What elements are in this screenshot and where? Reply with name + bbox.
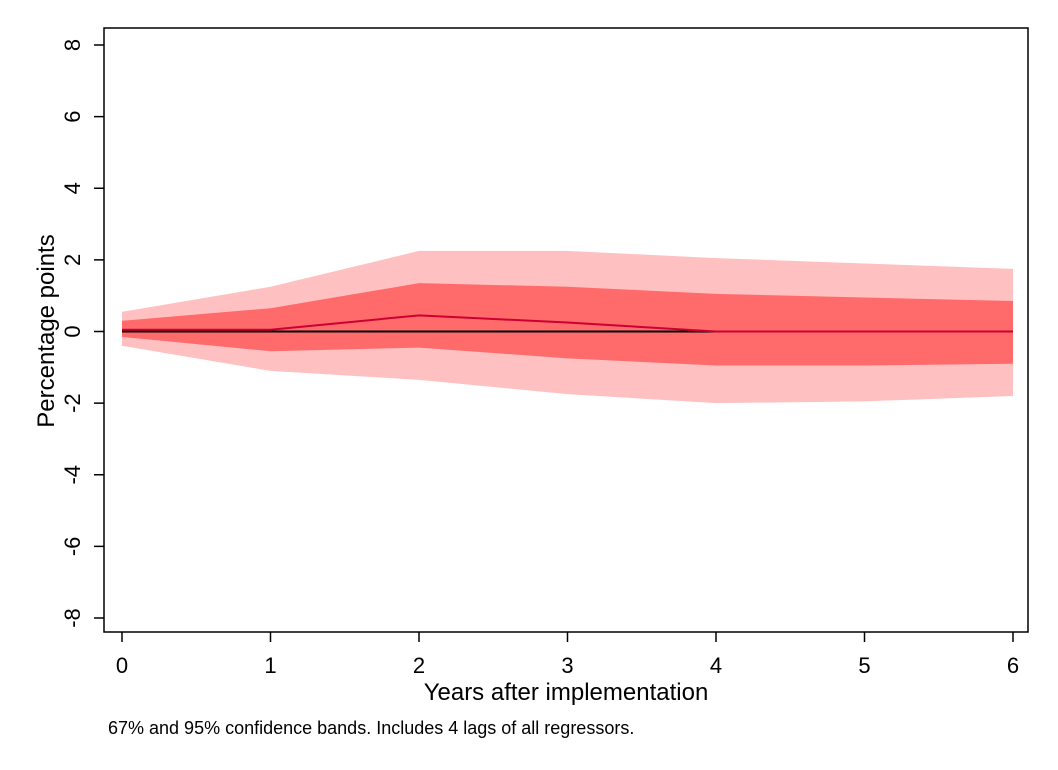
y-axis: -8 -6 -4 -2 0 2 4 6 8	[60, 39, 104, 628]
y-tick-label: 2	[60, 254, 85, 266]
y-tick-label: 6	[60, 111, 85, 123]
x-tick-label: 4	[710, 653, 722, 678]
x-tick-label: 0	[116, 653, 128, 678]
chart-note: 67% and 95% confidence bands. Includes 4…	[108, 718, 634, 738]
y-tick-label: -8	[60, 608, 85, 628]
x-tick-label: 5	[858, 653, 870, 678]
y-tick-label: 0	[60, 325, 85, 337]
y-tick-label: -2	[60, 393, 85, 413]
y-axis-title: Percentage points	[33, 234, 60, 427]
x-tick-label: 1	[264, 653, 276, 678]
point-estimate-line	[122, 314, 1013, 333]
y-tick-label: 4	[60, 182, 85, 194]
x-axis: 0 1 2 3 4 5 6	[116, 632, 1019, 678]
x-tick-label: 6	[1007, 653, 1019, 678]
y-tick-label: -6	[60, 537, 85, 557]
plot-frame	[103, 27, 1029, 633]
y-tick-label: -4	[60, 465, 85, 485]
x-tick-label: 3	[561, 653, 573, 678]
confidence-band-67	[122, 283, 1013, 366]
y-tick-label: 8	[60, 39, 85, 51]
x-axis-title: Years after implementation	[424, 679, 709, 706]
x-tick-label: 2	[413, 653, 425, 678]
